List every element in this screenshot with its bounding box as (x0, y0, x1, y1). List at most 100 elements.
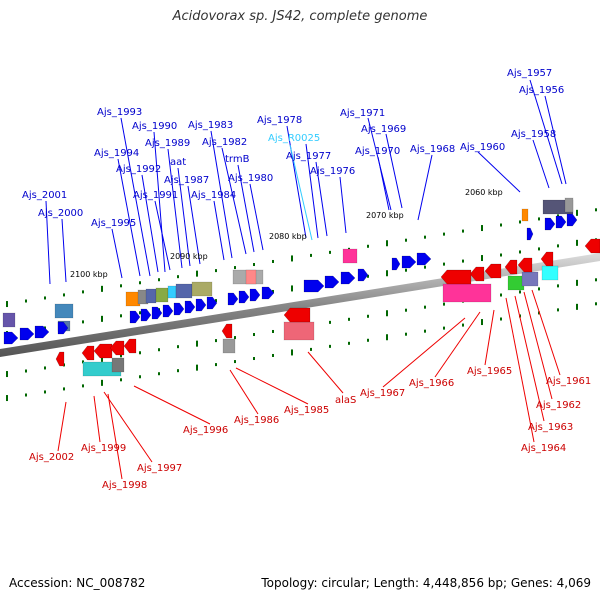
tick-mark-lower (576, 303, 578, 310)
tick-mark-upper (215, 269, 217, 273)
gene-label[interactable]: Ajs_1970 (355, 146, 400, 157)
feature-block (342, 248, 358, 264)
forward-gene-arrow (34, 325, 50, 339)
forward-gene-arrow (261, 286, 275, 300)
gene-label[interactable]: Ajs_1985 (284, 405, 329, 416)
leader-line-reverse (434, 311, 481, 378)
gene-label[interactable]: Ajs_2000 (38, 208, 83, 219)
gene-label[interactable]: Ajs_1983 (188, 120, 233, 131)
page-title: Acidovorax sp. JS42, complete genome (172, 9, 428, 24)
gene-label[interactable]: Ajs_1998 (102, 480, 147, 491)
gene-label[interactable]: Ajs_1980 (228, 173, 273, 184)
gene-label[interactable]: Ajs_1984 (191, 190, 236, 201)
gene-label[interactable]: alaS (335, 395, 356, 406)
gene-label[interactable]: Ajs_1958 (511, 129, 556, 140)
forward-gene-arrow (206, 296, 218, 310)
leader-line-reverse (382, 317, 466, 388)
tick-mark-near-upper (462, 259, 464, 263)
forward-gene-arrow (416, 252, 432, 266)
forward-gene-arrow (249, 288, 261, 302)
forward-gene-arrow (184, 300, 196, 314)
reverse-gene-arrow (81, 345, 95, 361)
tick-mark-near-lower (405, 308, 407, 312)
gene-label[interactable]: Ajs_1992 (116, 164, 161, 175)
tick-mark-near-upper (443, 262, 445, 266)
tick-mark-lower (63, 387, 65, 391)
gene-label[interactable]: Ajs_1969 (361, 124, 406, 135)
gene-label[interactable]: Ajs_1962 (536, 400, 581, 411)
tick-mark-near-upper (44, 326, 46, 330)
gene-label[interactable]: Ajs_1991 (133, 190, 178, 201)
tick-mark-near-upper (576, 239, 578, 246)
tick-mark-lower (386, 334, 388, 341)
gene-label[interactable]: Ajs_1967 (360, 388, 405, 399)
gene-label[interactable]: Ajs_1963 (528, 422, 573, 433)
gene-label[interactable]: Ajs_1964 (521, 443, 566, 454)
forward-gene-arrow (401, 255, 417, 269)
gene-label[interactable]: Ajs_1995 (91, 218, 136, 229)
tick-mark-upper (196, 270, 198, 277)
leader-line-forward (141, 174, 159, 273)
gene-label[interactable]: Ajs_R0025 (268, 133, 320, 144)
gene-label[interactable]: Ajs_1971 (340, 108, 385, 119)
accession-text: Accession: NC_008782 (9, 576, 146, 590)
forward-gene-arrow (129, 310, 141, 324)
leader-line-forward (237, 164, 255, 253)
tick-mark-lower (139, 375, 141, 379)
reverse-gene-arrow (584, 238, 600, 254)
feature-block (111, 357, 125, 373)
gene-label[interactable]: Ajs_1956 (519, 85, 564, 96)
gene-label[interactable]: Ajs_1976 (310, 166, 355, 177)
tick-mark-near-lower (139, 351, 141, 355)
leader-line-reverse (523, 291, 553, 400)
gene-label[interactable]: Ajs_1965 (467, 366, 512, 377)
gene-label[interactable]: Ajs_1993 (97, 107, 142, 118)
gene-label[interactable]: Ajs_1960 (460, 142, 505, 153)
leader-line-forward (417, 154, 433, 221)
tick-mark-upper (177, 275, 179, 279)
gene-label[interactable]: Ajs_1961 (546, 376, 591, 387)
gene-label[interactable]: Ajs_1989 (145, 138, 190, 149)
tick-mark-upper (101, 285, 103, 292)
tick-mark-near-lower (177, 345, 179, 349)
scale-label-2080: 2080 kbp (269, 232, 307, 241)
leader-line-reverse (103, 391, 153, 463)
leader-line-forward (286, 125, 307, 239)
reverse-gene-arrow (109, 340, 125, 356)
gene-label[interactable]: Ajs_1994 (94, 148, 139, 159)
reverse-gene-arrow (93, 343, 113, 359)
tick-mark-near-upper (215, 299, 217, 303)
gene-label[interactable]: Ajs_1987 (164, 175, 209, 186)
tick-mark-upper (329, 250, 331, 254)
gene-label[interactable]: Ajs_1982 (202, 137, 247, 148)
feature-block (521, 271, 539, 287)
gene-label[interactable]: Ajs_1999 (81, 443, 126, 454)
forward-gene-arrow (173, 302, 185, 316)
gene-label[interactable]: Ajs_1977 (286, 151, 331, 162)
gene-label[interactable]: Ajs_2001 (22, 190, 67, 201)
gene-label[interactable]: Ajs_1986 (234, 415, 279, 426)
tick-mark-upper (82, 290, 84, 294)
reverse-gene-labels: Ajs_1961 Ajs_1962 Ajs_1963 Ajs_1964 Ajs_… (29, 366, 591, 491)
leader-line-reverse (57, 401, 67, 452)
tick-mark-near-lower (386, 310, 388, 317)
tick-mark-lower (177, 369, 179, 373)
tick-mark-near-upper (519, 250, 521, 254)
gene-label[interactable]: Ajs_1997 (137, 463, 182, 474)
gene-label[interactable]: Ajs_1978 (257, 115, 302, 126)
gene-label[interactable]: Ajs_1957 (507, 68, 552, 79)
tick-mark-lower (44, 390, 46, 394)
gene-label[interactable]: aat (170, 157, 186, 168)
gene-label[interactable]: Ajs_1996 (183, 425, 228, 436)
leader-line-forward (385, 133, 403, 209)
tick-mark-upper (538, 217, 540, 221)
tick-mark-lower (557, 308, 559, 312)
gene-label[interactable]: Ajs_2002 (29, 452, 74, 463)
gene-label[interactable]: Ajs_1968 (410, 144, 455, 155)
gene-label[interactable]: Ajs_1966 (409, 378, 454, 389)
gene-label[interactable]: Ajs_1990 (132, 121, 177, 132)
tick-mark-lower (158, 372, 160, 376)
gene-label[interactable]: trmB (225, 154, 250, 165)
label-leader-lines (45, 79, 567, 480)
